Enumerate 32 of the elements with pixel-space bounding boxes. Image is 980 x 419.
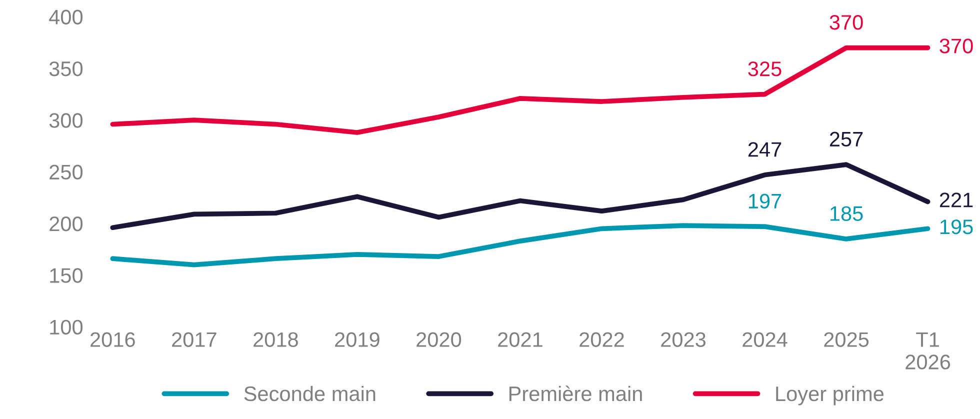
data-label: 185 [830,206,863,221]
y-tick-label: 150 [50,268,83,283]
data-label: 325 [748,62,782,76]
x-tick-label: 2017 [172,332,216,347]
x-tick-label: 2021 [498,332,542,347]
data-label: 197 [748,194,782,209]
x-tick-label: 2020 [416,332,462,347]
x-tick-label: 2023 [661,332,706,347]
x-tick-label: 2024 [742,332,788,347]
y-tick-label: 250 [50,164,83,180]
x-tick-label: T1 2026 [906,332,950,370]
x-tick-label: 2019 [335,332,380,347]
x-tick-label: 2018 [254,332,298,347]
x-tick-label: 2016 [90,332,135,347]
data-label: 247 [748,142,782,157]
y-tick-label: 350 [49,61,83,76]
legend-label: Loyer prime [776,386,884,406]
data-label: 370 [940,38,973,54]
data-label: 257 [830,132,863,147]
data-label: 195 [940,219,973,234]
line-series [110,162,930,230]
y-tick-label: 100 [50,320,83,335]
data-label: 370 [830,15,863,30]
y-tick-label: 200 [50,216,83,232]
x-tick-label: 2022 [580,332,624,347]
data-label: 221 [940,192,973,208]
x-tick-label: 2025 [824,332,869,347]
legend-label: Première main [509,386,642,402]
y-tick-label: 400 [49,10,83,25]
legend-label: Seconde main [244,386,376,402]
y-tick-label: 300 [49,113,83,128]
line-series [110,223,930,268]
